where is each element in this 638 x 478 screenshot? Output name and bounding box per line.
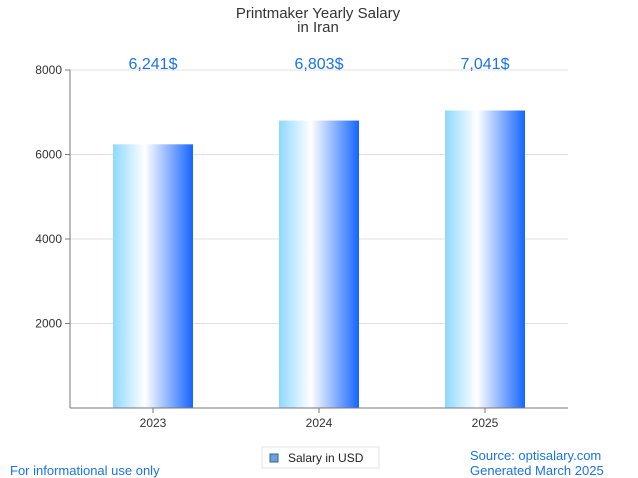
bars <box>113 110 525 409</box>
y-tick-label: 2000 <box>35 317 62 331</box>
x-tick-label-2024: 2024 <box>306 416 333 430</box>
chart-subtitle: in Iran <box>297 19 339 36</box>
bar-2024[interactable] <box>279 120 359 409</box>
generated-date: Generated March 2025 <box>470 463 604 478</box>
chart-title: Printmaker Yearly Salary <box>236 5 401 22</box>
value-label-2023: 6,241$ <box>129 56 178 73</box>
legend-label: Salary in USD <box>288 451 364 465</box>
legend-swatch <box>269 453 279 463</box>
value-labels: 6,241$ 6,803$ 7,041$ <box>129 56 510 73</box>
legend-box <box>261 446 380 469</box>
y-tick-label: 8000 <box>35 63 62 77</box>
y-axis-ticks: 2000 4000 6000 8000 <box>35 63 70 331</box>
x-axis-ticks: 2023 2024 2025 <box>140 408 499 430</box>
bar-2025[interactable] <box>445 110 525 408</box>
x-tick-label-2023: 2023 <box>140 416 167 430</box>
x-tick-label-2025: 2025 <box>472 416 499 430</box>
disclaimer-text: For informational use only <box>10 463 160 478</box>
legend[interactable]: Salary in USD <box>261 446 380 469</box>
bar-2023[interactable] <box>113 144 193 408</box>
value-label-2024: 6,803$ <box>295 56 344 73</box>
y-tick-label: 6000 <box>35 148 62 162</box>
source-link[interactable]: Source: optisalary.com <box>470 448 601 463</box>
y-tick-label: 4000 <box>35 232 62 246</box>
value-label-2025: 7,041$ <box>461 56 510 73</box>
